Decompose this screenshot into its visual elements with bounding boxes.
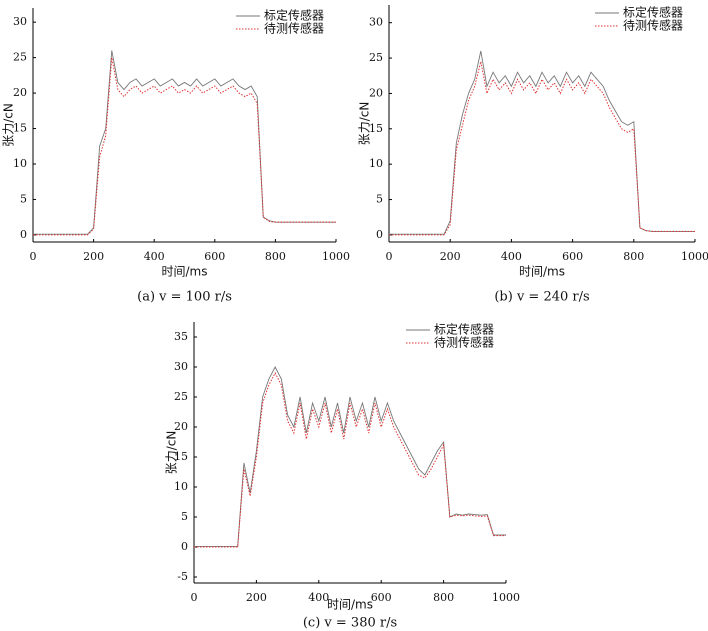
legend-label: 待测传感器: [434, 335, 494, 350]
y-tick-label: 15: [369, 122, 383, 135]
x-tick-label: 200: [83, 250, 104, 263]
y-tick-label: 15: [174, 450, 188, 463]
data-line: [389, 61, 695, 236]
y-tick-label: 10: [369, 157, 383, 170]
y-tick-label: 5: [181, 510, 188, 523]
caption: (c) v = 380 r/s: [303, 616, 397, 631]
x-tick-label: 200: [440, 250, 461, 263]
y-tick-label: -5: [177, 570, 188, 583]
data-line: [194, 366, 506, 547]
x-tick-label: 1000: [322, 250, 350, 263]
x-tick-label: 400: [501, 250, 522, 263]
x-tick-label: 800: [265, 250, 286, 263]
x-axis-label: 时间/ms: [519, 265, 565, 279]
y-axis-label: 张力/cN: [2, 103, 16, 147]
legend-label: 待测传感器: [264, 21, 324, 36]
y-tick-label: 25: [174, 390, 188, 403]
x-tick-label: 400: [144, 250, 165, 263]
data-line: [33, 57, 336, 236]
x-tick-label: 600: [204, 250, 225, 263]
x-axis-label: 时间/ms: [162, 265, 208, 279]
x-tick-label: 600: [562, 250, 583, 263]
y-tick-label: 10: [174, 480, 188, 493]
y-tick-label: 20: [174, 420, 188, 433]
x-tick-label: 0: [191, 591, 198, 604]
x-tick-label: 400: [308, 591, 329, 604]
legend-label: 标定传感器: [264, 8, 324, 23]
y-tick-label: 0: [181, 540, 188, 553]
y-tick-label: 5: [376, 193, 383, 206]
x-tick-label: 200: [246, 591, 267, 604]
data-line: [194, 371, 506, 548]
data-line: [33, 50, 336, 235]
data-line: [389, 50, 695, 235]
x-tick-label: 800: [623, 250, 644, 263]
x-tick-label: 1000: [681, 250, 708, 263]
y-tick-label: 30: [13, 15, 27, 28]
x-tick-label: 1000: [492, 591, 520, 604]
y-tick-label: 35: [174, 330, 188, 343]
legend-label: 标定传感器: [434, 322, 494, 337]
caption: (b) v = 240 r/s: [494, 290, 589, 305]
y-tick-label: 15: [13, 122, 27, 135]
x-axis-label: 时间/ms: [327, 598, 373, 612]
y-tick-label: 20: [369, 86, 383, 99]
x-tick-label: 0: [386, 250, 393, 263]
x-tick-label: 0: [30, 250, 37, 263]
y-tick-label: 10: [13, 157, 27, 170]
y-axis-label: 张力/cN: [358, 102, 372, 146]
y-tick-label: 30: [369, 16, 383, 29]
legend-label: 待测传感器: [623, 18, 683, 33]
y-tick-label: 25: [369, 51, 383, 64]
y-tick-label: 0: [376, 228, 383, 241]
x-tick-label: 800: [433, 591, 454, 604]
y-tick-label: 0: [20, 228, 27, 241]
y-tick-label: 25: [13, 51, 27, 64]
y-tick-label: 20: [13, 86, 27, 99]
legend-label: 标定传感器: [623, 5, 683, 20]
x-tick-label: 600: [371, 591, 392, 604]
y-tick-label: 5: [20, 192, 27, 205]
caption: (a) v = 100 r/s: [137, 290, 232, 305]
y-tick-label: 30: [174, 360, 188, 373]
y-axis-label: 张力/cN: [165, 431, 179, 475]
